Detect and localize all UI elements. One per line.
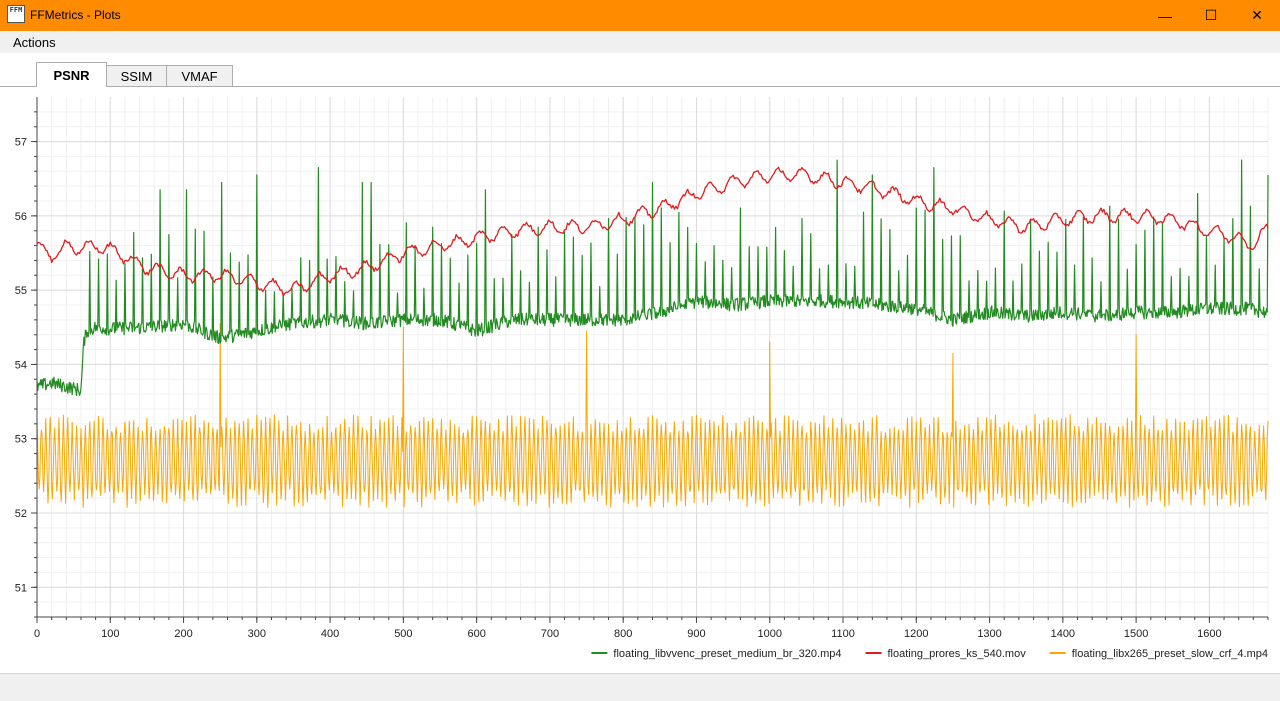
x-tick-label: 1100 [831, 628, 855, 640]
y-tick-label: 57 [15, 137, 27, 149]
close-button[interactable]: ✕ [1251, 7, 1263, 23]
y-tick-label: 52 [15, 508, 27, 520]
window-title: FFMetrics - Plots [30, 8, 121, 22]
status-bar [0, 673, 1280, 701]
app-logo-icon: FFM [7, 5, 25, 23]
x-tick-label: 600 [467, 628, 485, 640]
x-tick-label: 1500 [1124, 628, 1148, 640]
tab-vmaf[interactable]: VMAF [166, 65, 233, 86]
legend-label: floating_libx265_preset_slow_crf_4.mp4 [1072, 648, 1268, 660]
maximize-button[interactable]: ☐ [1204, 7, 1218, 23]
x-tick-label: 500 [394, 628, 412, 640]
series-prores-line [36, 166, 1269, 297]
y-tick-label: 55 [15, 285, 27, 297]
x-tick-label: 300 [248, 628, 266, 640]
x-tick-label: 900 [687, 628, 705, 640]
tab-divider [0, 86, 1280, 87]
x-tick-label: 1200 [904, 628, 928, 640]
x-tick-label: 0 [34, 628, 40, 640]
y-tick-label: 54 [15, 359, 27, 371]
x-tick-label: 100 [101, 628, 119, 640]
minimize-button[interactable]: — [1158, 7, 1172, 24]
legend: floating_libvvenc_preset_medium_br_320.m… [591, 648, 1268, 660]
legend-label: floating_prores_ks_540.mov [888, 648, 1027, 660]
title-bar: FFM FFMetrics - Plots — ☐ ✕ [0, 0, 1280, 31]
menu-actions[interactable]: Actions [13, 35, 56, 50]
tab-strip: PSNR SSIM VMAF [0, 53, 1280, 87]
minor-grid [36, 97, 1269, 618]
series-libvvenc-line [36, 159, 1269, 397]
psnr-chart: 0 100 200 300 400 500 600 700 800 900 1000 1100 1200… [15, 97, 1269, 660]
y-tick-label: 53 [15, 434, 27, 446]
x-tick-label: 1300 [977, 628, 1001, 640]
y-tick-label: 51 [15, 582, 27, 594]
tick-labels: 0 100 200 300 400 500 600 700 800 900 1000 1100 1200… [15, 137, 1222, 640]
y-tick-label: 56 [15, 211, 27, 223]
x-tick-label: 800 [614, 628, 632, 640]
x-tick-label: 200 [174, 628, 192, 640]
legend-label: floating_libvvenc_preset_medium_br_320.m… [613, 648, 841, 660]
x-tick-label: 1000 [757, 628, 781, 640]
series-libx265-line [36, 323, 1269, 508]
x-tick-label: 700 [541, 628, 559, 640]
tab-ssim[interactable]: SSIM [106, 65, 167, 86]
tab-psnr[interactable]: PSNR [36, 62, 107, 87]
x-tick-label: 400 [321, 628, 339, 640]
axes [31, 97, 1269, 623]
series-layer [36, 159, 1269, 508]
menu-bar: Actions [0, 31, 1280, 53]
x-tick-label: 1600 [1197, 628, 1221, 640]
x-tick-label: 1400 [1051, 628, 1075, 640]
